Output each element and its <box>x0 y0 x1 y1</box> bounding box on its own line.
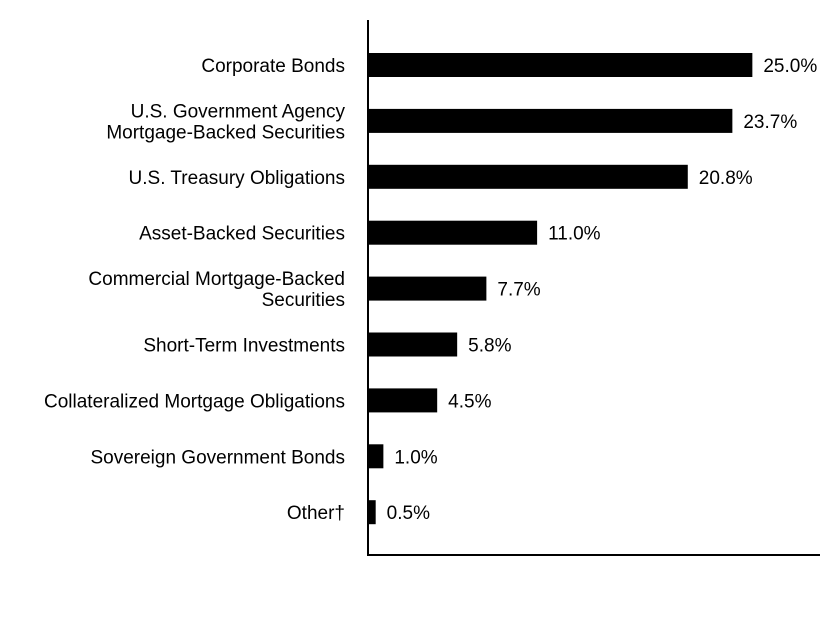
category-label: U.S. Government Agency <box>131 101 346 122</box>
bar <box>368 500 376 525</box>
bar <box>368 53 753 77</box>
value-label: 20.8% <box>699 168 753 189</box>
bar <box>368 276 487 301</box>
value-label: 1.0% <box>394 447 437 468</box>
value-label: 0.5% <box>387 503 430 524</box>
value-label: 4.5% <box>448 391 491 412</box>
category-label: Sovereign Government Bonds <box>90 447 345 468</box>
category-label: Securities <box>262 290 345 311</box>
category-label: Corporate Bonds <box>201 56 345 77</box>
category-labels-group: Corporate Bonds U.S. Government AgencyMor… <box>44 56 345 524</box>
value-label: 5.8% <box>468 336 511 357</box>
bar <box>368 220 538 245</box>
category-label: Collateralized Mortgage Obligations <box>44 391 345 412</box>
category-label: U.S. Treasury Obligations <box>129 168 345 189</box>
value-label: 7.7% <box>497 280 540 301</box>
value-label: 25.0% <box>763 56 817 77</box>
value-label: 11.0% <box>548 224 601 245</box>
bar <box>368 388 438 413</box>
bar <box>368 444 384 469</box>
bar <box>368 108 733 133</box>
bar <box>368 164 688 189</box>
value-labels-group: 25.0% 23.7% 20.8% 11.0% 7.7% 5.8% 4.5% 1.0% 0.5% <box>387 56 818 524</box>
category-label: Other† <box>287 503 345 524</box>
category-label: Commercial Mortgage-Backed <box>88 269 345 290</box>
bars-group <box>368 53 753 525</box>
category-label: Asset-Backed Securities <box>139 224 345 245</box>
bar <box>368 332 458 357</box>
category-label: Mortgage-Backed Securities <box>106 122 345 143</box>
value-label: 23.7% <box>743 112 797 133</box>
category-label: Short-Term Investments <box>143 336 345 357</box>
